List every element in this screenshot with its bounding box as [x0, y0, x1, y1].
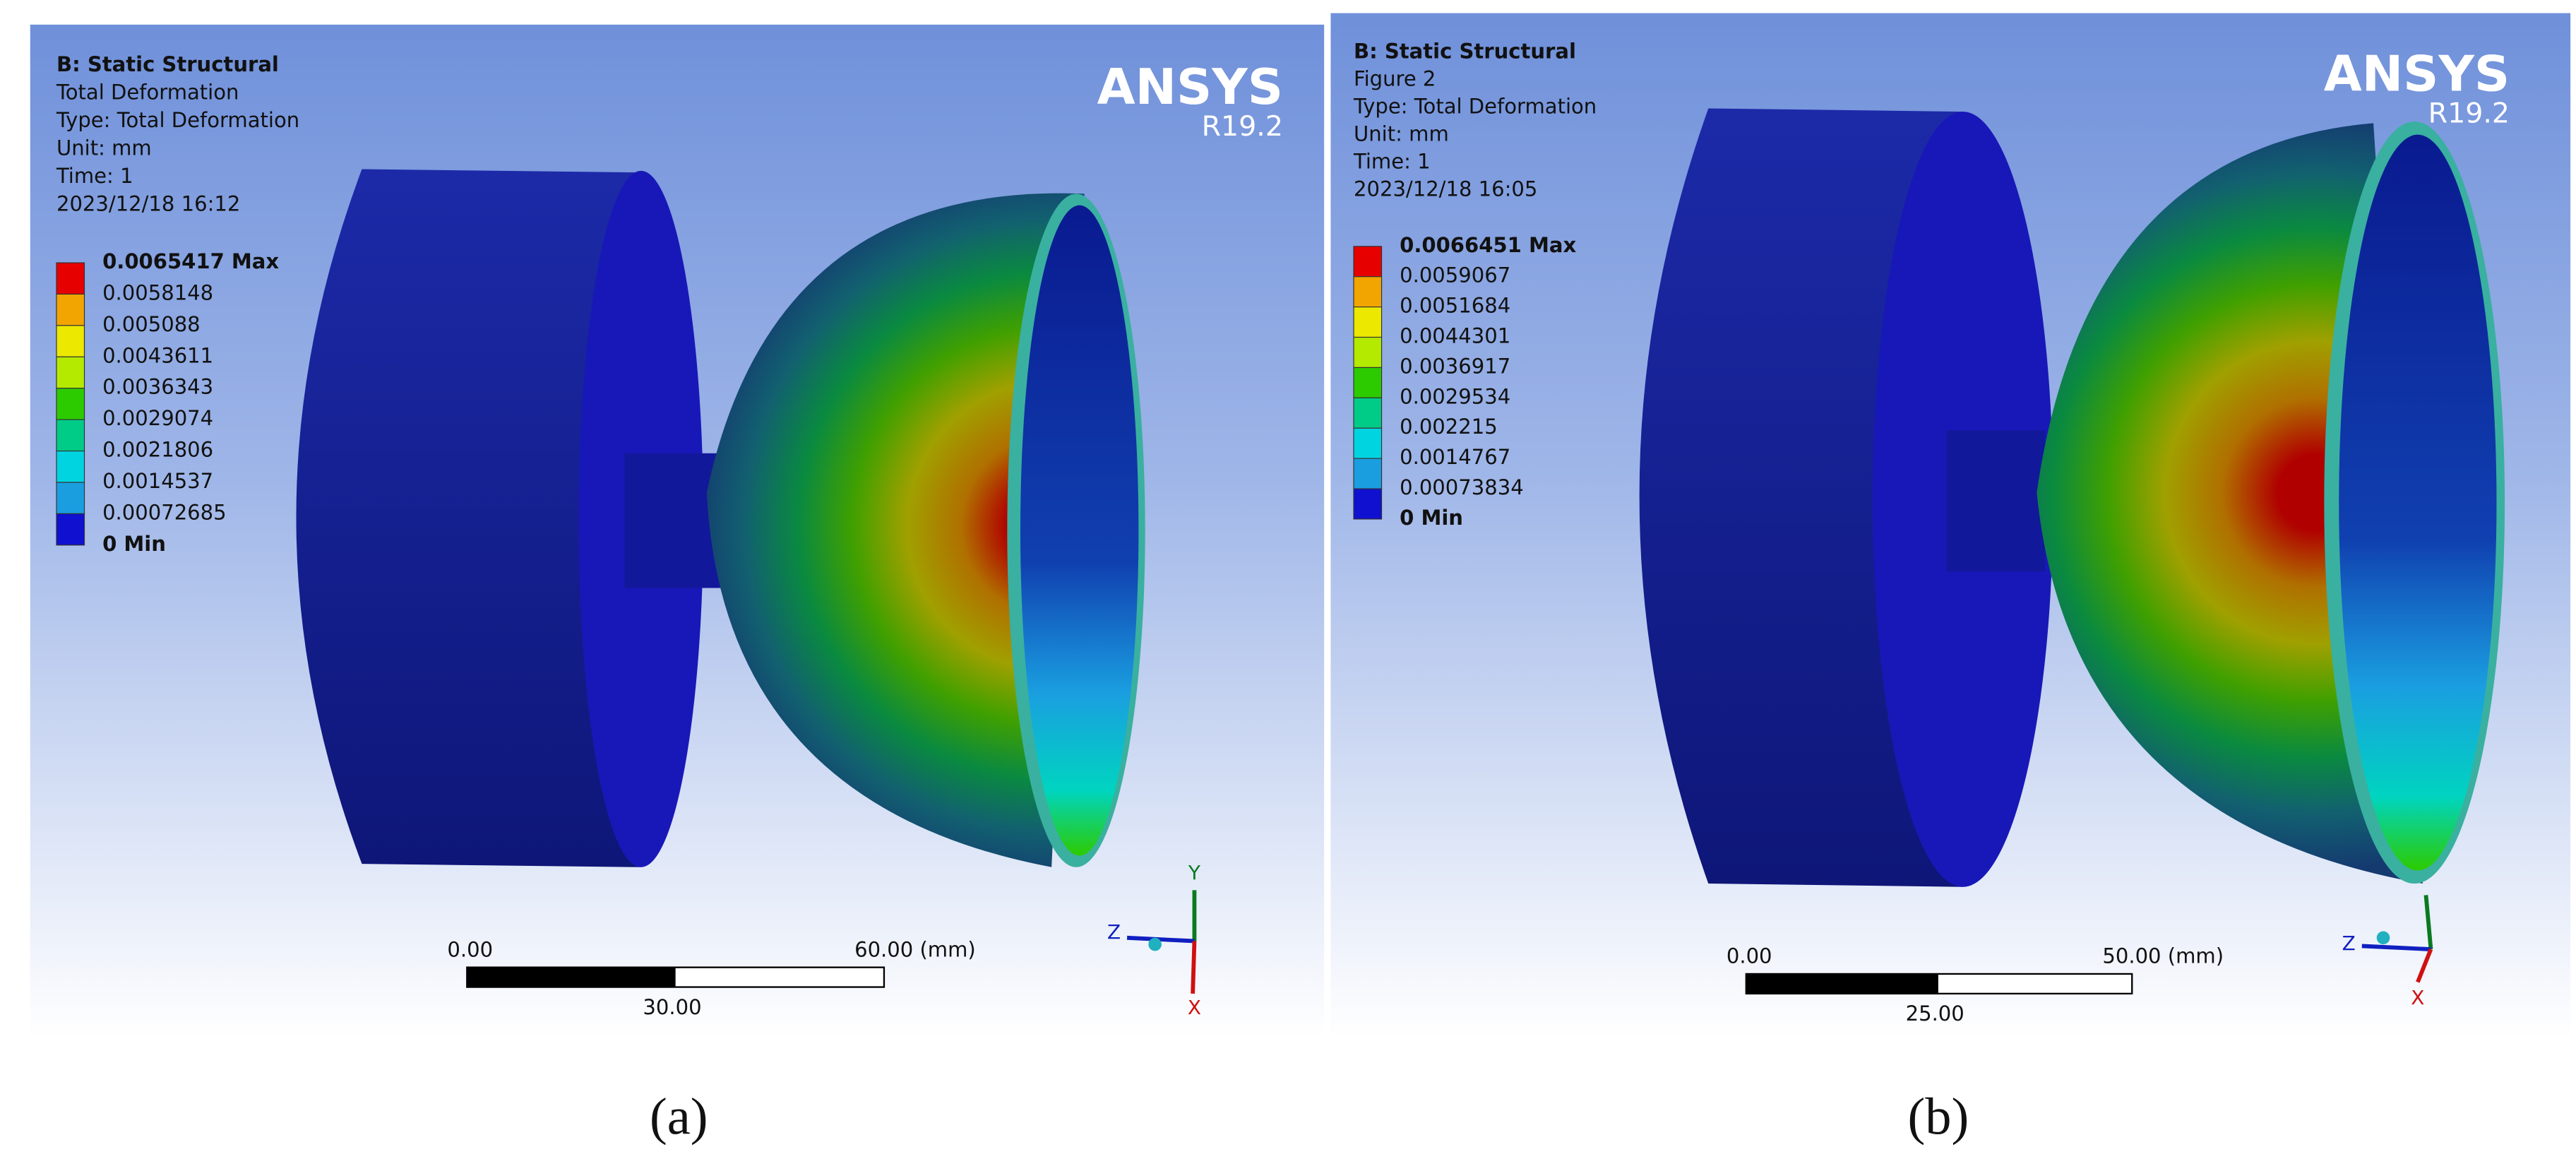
legend-label: 0.0029074 — [102, 406, 213, 430]
caption: (b) — [1907, 1088, 1969, 1146]
legend-swatch — [1353, 367, 1383, 398]
logo-version: R19.2 — [1202, 110, 1283, 143]
logo-brand: ANSYS — [1097, 59, 1283, 116]
legend-swatch — [1353, 458, 1383, 489]
legend-label: 0.0051684 — [1400, 294, 1510, 318]
header-line: Unit: mm — [1354, 122, 1449, 146]
header-line: 2023/12/18 16:05 — [1354, 177, 1537, 201]
legend-swatch — [1353, 307, 1383, 338]
header-line: Time: 1 — [1353, 150, 1431, 174]
legend-swatch — [1353, 397, 1383, 429]
header-line: Time: 1 — [56, 164, 133, 188]
legend-label: 0 Min — [1400, 506, 1463, 530]
legend-swatch — [56, 513, 85, 546]
cylinder — [1639, 108, 1963, 887]
legend-swatch — [56, 356, 85, 389]
legend-label: 0.0066451 Max — [1400, 233, 1576, 257]
legend-label: 0.0014537 — [102, 469, 213, 493]
dome-inside — [2339, 134, 2497, 871]
caption: (a) — [650, 1088, 708, 1146]
triad-label: Z — [2342, 932, 2356, 955]
dome-inside — [1020, 205, 1139, 856]
cylinder — [296, 169, 641, 867]
legend-label: 0.00073834 — [1400, 475, 1524, 499]
scale-end: 60.00 (mm) — [854, 937, 976, 961]
dome — [706, 193, 1085, 867]
triad-label: X — [2411, 986, 2424, 1009]
legend-label: 0.0065417 Max — [102, 249, 279, 273]
logo-version: R19.2 — [2428, 97, 2510, 129]
legend-swatch — [1353, 488, 1383, 520]
legend-label: 0.00072685 — [102, 500, 227, 524]
legend-swatch — [1353, 246, 1383, 278]
scale-bar-fill — [1746, 973, 1938, 994]
legend-swatch — [56, 419, 85, 452]
legend-swatch — [1353, 336, 1383, 369]
legend-label: 0.0021806 — [102, 438, 213, 462]
legend-label: 0.0058148 — [102, 280, 213, 304]
triad-label: X — [1188, 996, 1201, 1019]
header-line: Figure 2 — [1354, 66, 1436, 90]
legend-label: 0.0036343 — [102, 375, 213, 399]
legend-label: 0.0029534 — [1400, 384, 1510, 408]
scale-mid: 30.00 — [643, 995, 701, 1019]
scale-bar-fill — [467, 967, 676, 987]
scale-mid: 25.00 — [1906, 1001, 1964, 1026]
axis-triad — [1126, 890, 2433, 994]
legend-swatch — [1353, 427, 1383, 459]
header-line: B: Static Structural — [1354, 39, 1576, 63]
legend-swatch — [56, 482, 85, 514]
legend-swatch — [56, 450, 85, 483]
header-line: B: Static Structural — [56, 52, 279, 76]
legend-label: 0.0043611 — [102, 343, 213, 367]
legend-swatch — [56, 293, 85, 326]
header-line: Unit: mm — [56, 136, 152, 160]
scale-start: 0.00 — [1727, 944, 1772, 968]
legend-label: 0 Min — [102, 532, 166, 556]
legend-swatch — [56, 262, 85, 295]
dome — [2037, 123, 2423, 884]
triad-label: Z — [1107, 920, 1121, 944]
logo-brand: ANSYS — [2324, 45, 2510, 102]
legend-label: 0.0036917 — [1400, 354, 1510, 378]
header-line: Total Deformation — [56, 81, 239, 105]
hub — [624, 453, 724, 588]
legend-swatch — [1353, 276, 1383, 308]
header-line: Type: Total Deformation — [56, 108, 299, 132]
legend-label: 0.0044301 — [1400, 324, 1510, 348]
scale-end: 50.00 (mm) — [2102, 944, 2224, 968]
legend-swatch — [56, 325, 85, 357]
hub — [1946, 430, 2046, 572]
scale-start: 0.00 — [447, 937, 493, 961]
legend-label: 0.002215 — [1400, 415, 1498, 439]
header-line: Type: Total Deformation — [1353, 95, 1597, 119]
triad-label: Y — [1188, 861, 1201, 884]
header-line: 2023/12/18 16:12 — [56, 192, 240, 216]
legend-label: 0.0059067 — [1400, 263, 1510, 287]
legend-swatch — [56, 388, 85, 420]
legend-label: 0.005088 — [102, 312, 201, 336]
legend-label: 0.0014767 — [1400, 445, 1510, 469]
